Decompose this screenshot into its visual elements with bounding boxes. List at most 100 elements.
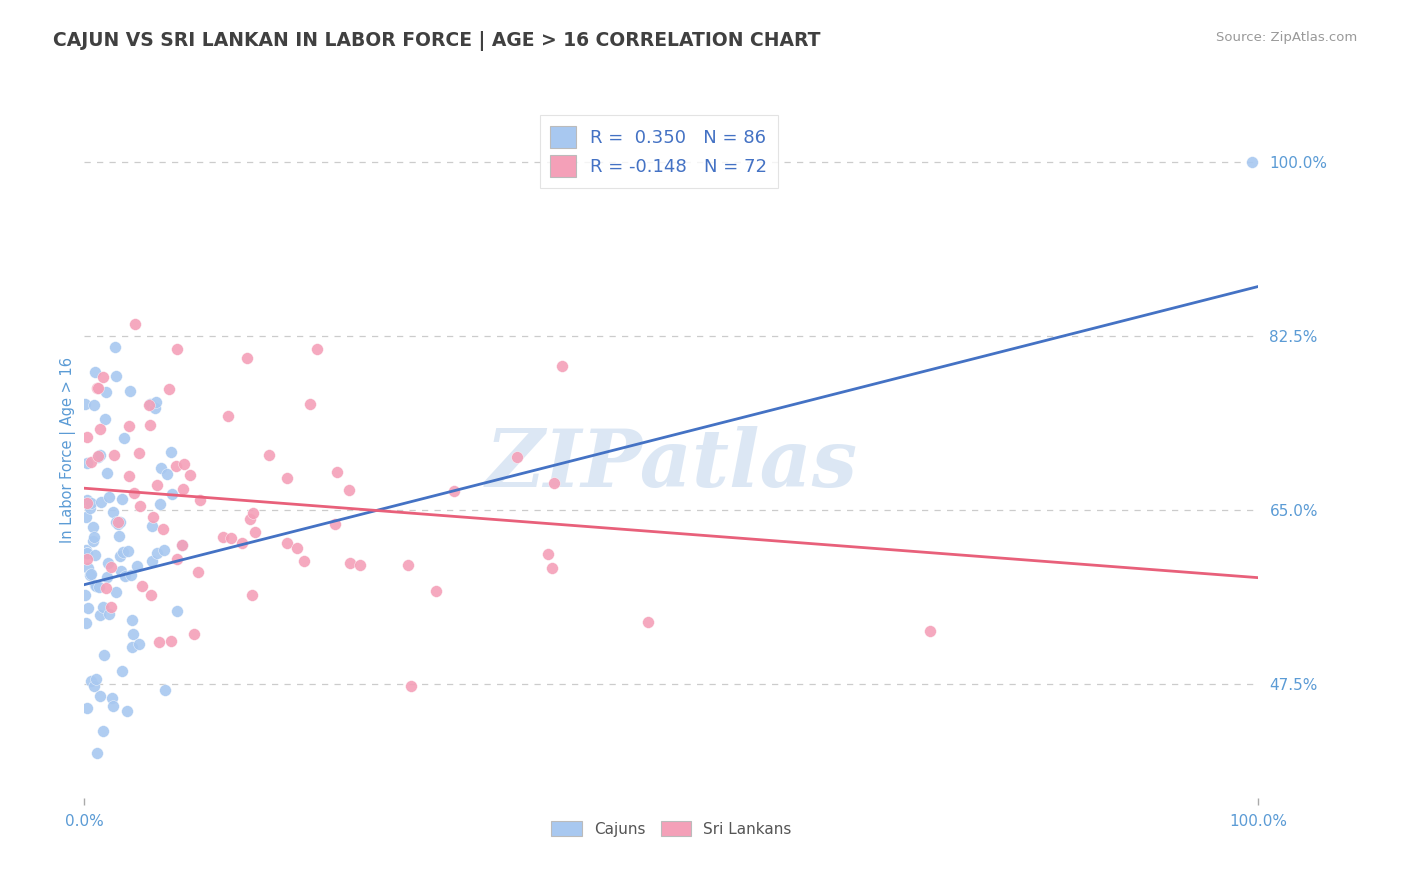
Point — [108, 528, 131, 542]
Point — [86, 450, 108, 465]
Point — [239, 512, 262, 526]
Point — [82, 533, 104, 548]
Point — [96, 384, 118, 399]
Point — [103, 448, 125, 462]
Point — [87, 381, 110, 395]
Point — [172, 538, 194, 552]
Point — [93, 648, 115, 662]
Point — [84, 672, 107, 686]
Point — [138, 417, 160, 432]
Point — [339, 556, 361, 570]
Y-axis label: In Labor Force | Age > 16: In Labor Force | Age > 16 — [60, 358, 76, 543]
Point — [108, 515, 131, 529]
Point — [112, 431, 135, 445]
Point — [89, 421, 111, 435]
Text: ZIPatlas: ZIPatlas — [485, 425, 858, 503]
Point — [172, 538, 194, 552]
Point — [276, 470, 298, 484]
Point — [76, 546, 98, 560]
Point — [166, 551, 188, 566]
Point — [103, 698, 125, 713]
Point — [103, 505, 125, 519]
Point — [104, 340, 127, 354]
Point — [75, 543, 97, 558]
Text: CAJUN VS SRI LANKAN IN LABOR FORCE | AGE > 16 CORRELATION CHART: CAJUN VS SRI LANKAN IN LABOR FORCE | AGE… — [53, 31, 821, 51]
Point — [231, 535, 253, 549]
Point — [138, 398, 160, 412]
Point — [75, 615, 97, 630]
Point — [187, 565, 209, 579]
Point — [100, 560, 122, 574]
Point — [89, 608, 111, 623]
Point — [84, 548, 107, 562]
Point — [79, 455, 101, 469]
Point — [165, 458, 187, 473]
Point — [149, 497, 172, 511]
Point — [80, 496, 103, 510]
Point — [96, 570, 118, 584]
Point — [285, 541, 308, 556]
Point — [142, 510, 165, 524]
Point — [115, 704, 138, 718]
Point — [219, 531, 242, 545]
Point — [188, 493, 211, 508]
Point — [160, 487, 183, 501]
Point — [76, 701, 98, 715]
Point — [166, 342, 188, 356]
Point — [83, 398, 105, 412]
Point — [443, 483, 465, 498]
Point — [111, 545, 134, 559]
Point — [179, 467, 201, 482]
Point — [157, 382, 180, 396]
Point — [84, 579, 107, 593]
Point — [150, 461, 173, 475]
Point — [79, 566, 101, 581]
Point — [120, 568, 142, 582]
Point — [104, 515, 127, 529]
Point — [299, 397, 322, 411]
Point — [242, 506, 264, 520]
Point — [918, 624, 941, 639]
Point — [83, 531, 105, 545]
Point — [506, 450, 529, 464]
Point — [125, 559, 148, 574]
Point — [79, 673, 101, 688]
Point — [83, 365, 105, 379]
Point — [100, 690, 122, 705]
Point — [240, 587, 263, 601]
Point — [323, 516, 346, 531]
Point — [89, 448, 111, 462]
Point — [110, 549, 132, 563]
Point — [128, 446, 150, 460]
Text: Source: ZipAtlas.com: Source: ZipAtlas.com — [1216, 31, 1357, 45]
Point — [145, 394, 167, 409]
Point — [160, 444, 183, 458]
Point — [541, 561, 564, 575]
Point — [90, 495, 112, 509]
Point — [83, 578, 105, 592]
Point — [96, 467, 118, 481]
Point — [76, 546, 98, 560]
Point — [76, 456, 98, 470]
Point — [148, 635, 170, 649]
Point — [349, 558, 371, 572]
Point — [236, 351, 259, 365]
Point — [76, 492, 98, 507]
Point — [107, 516, 129, 531]
Point — [146, 546, 169, 560]
Point — [73, 397, 96, 411]
Point — [73, 588, 96, 602]
Point — [118, 469, 141, 483]
Point — [153, 542, 176, 557]
Point — [98, 607, 121, 621]
Point — [76, 552, 98, 566]
Point — [111, 492, 134, 507]
Point — [110, 564, 132, 578]
Point — [86, 381, 108, 395]
Point — [425, 583, 447, 598]
Point — [105, 369, 128, 384]
Point — [146, 478, 169, 492]
Point — [550, 359, 572, 373]
Point — [243, 525, 266, 540]
Point — [118, 384, 141, 399]
